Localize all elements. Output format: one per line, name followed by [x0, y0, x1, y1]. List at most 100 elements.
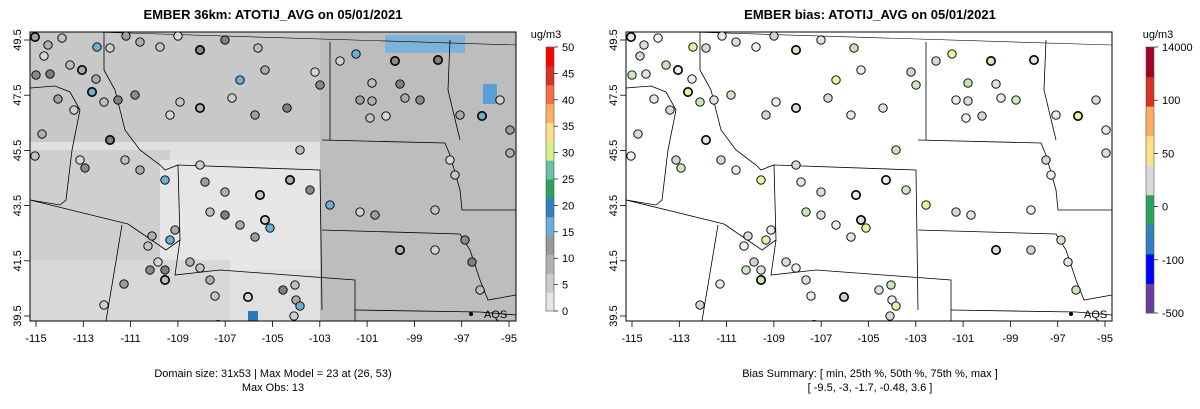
y-tick-label: 39.5: [12, 305, 24, 326]
x-tick-label: -109: [763, 333, 785, 345]
site-marker: [761, 235, 771, 245]
site-marker: [739, 241, 749, 251]
site-marker: [682, 87, 693, 98]
site-marker: [951, 95, 961, 105]
site-marker: [626, 32, 636, 42]
colorbar-label: 20: [562, 200, 574, 212]
right-site-markers: [626, 32, 1111, 321]
site-marker: [688, 42, 698, 52]
site-marker: [801, 207, 811, 217]
site-marker: [45, 69, 55, 79]
colorbar-swatch: [1146, 165, 1154, 196]
colorbar-swatch: [546, 235, 554, 255]
site-marker: [672, 65, 683, 76]
site-marker: [370, 210, 380, 220]
site-marker: [671, 155, 681, 165]
site-marker: [641, 69, 651, 79]
site-marker: [1073, 111, 1084, 122]
site-marker: [1029, 54, 1040, 65]
site-marker: [289, 311, 299, 321]
colorbar-swatch: [546, 254, 554, 274]
site-marker: [432, 54, 443, 65]
right-footer-line1: Bias Summary: [ min, 25th %, 50th %, 75t…: [742, 368, 998, 380]
y-tick-label: 45.5: [608, 140, 620, 161]
site-marker: [709, 95, 719, 105]
site-marker: [966, 210, 976, 220]
x-tick-label: -99: [1002, 333, 1018, 345]
field-hotspot: [248, 311, 258, 321]
colorbar-swatch: [546, 216, 554, 237]
colorbar-swatch: [546, 179, 554, 199]
site-marker: [335, 56, 345, 66]
site-marker: [215, 320, 221, 321]
site-marker: [861, 223, 871, 233]
site-marker: [160, 175, 170, 185]
colorbar-label: 0: [562, 306, 568, 318]
site-marker: [310, 67, 320, 77]
colorbar-swatch: [546, 160, 554, 180]
site-marker: [731, 37, 741, 47]
site-marker: [626, 151, 636, 161]
site-marker: [1063, 257, 1073, 267]
site-marker: [891, 145, 901, 155]
site-marker: [450, 170, 460, 180]
site-marker: [790, 103, 801, 114]
site-marker: [205, 275, 215, 285]
site-marker: [756, 175, 766, 185]
colorbar-swatch: [1146, 283, 1154, 314]
site-marker: [951, 207, 961, 217]
site-marker: [153, 257, 163, 267]
x-tick-label: -113: [73, 333, 94, 345]
site-marker: [816, 35, 826, 45]
aqs-site-dot: [1069, 312, 1073, 316]
site-marker: [816, 210, 826, 220]
right-map-background: [626, 32, 1112, 321]
site-marker: [367, 96, 377, 106]
boundary-line: [30, 85, 81, 206]
left-site-markers: [30, 32, 515, 321]
right-map-title: EMBER bias: ATOTIJ_AVG on 05/01/2021: [744, 7, 996, 22]
x-tick-label: -107: [810, 333, 832, 345]
y-tick-label: 45.5: [12, 140, 24, 161]
site-marker: [295, 301, 305, 311]
colorbar-swatch: [546, 65, 554, 86]
site-marker: [676, 163, 686, 173]
site-marker: [906, 67, 916, 77]
site-marker: [430, 245, 440, 255]
site-marker: [31, 70, 41, 80]
y-tick-label: 49.5: [608, 29, 620, 50]
x-tick-label: -103: [309, 333, 331, 345]
site-marker: [235, 75, 245, 85]
site-marker: [445, 155, 455, 165]
colorbar-label: 10: [562, 253, 574, 265]
site-marker: [143, 241, 153, 251]
site-marker: [255, 190, 266, 201]
site-marker: [65, 60, 75, 70]
site-marker: [771, 97, 781, 107]
site-marker: [761, 110, 771, 120]
site-marker: [265, 223, 275, 233]
colorbar-swatch: [546, 141, 554, 161]
site-marker: [653, 33, 663, 43]
boundary-line: [950, 309, 1112, 316]
y-tick-label: 49.5: [12, 29, 24, 50]
site-marker: [716, 155, 726, 165]
colorbar-label: 100: [1162, 95, 1180, 107]
site-marker: [846, 110, 856, 120]
site-marker: [505, 125, 515, 135]
boundary-line: [354, 309, 516, 316]
site-marker: [250, 110, 260, 120]
site-marker: [105, 43, 115, 53]
site-marker: [1051, 110, 1061, 120]
site-marker: [700, 135, 711, 146]
site-marker: [195, 44, 206, 55]
left-x-axis: -115 -113 -111 -109 -107 -105 -103 -101 -99 -97 -9…: [25, 320, 517, 345]
site-marker: [977, 111, 987, 121]
site-marker: [130, 90, 140, 100]
site-marker: [790, 44, 801, 55]
site-marker: [135, 37, 145, 47]
site-marker: [355, 207, 365, 217]
right-footer-line2: [ -9.5, -3, -1.7, -0.48, 3.6 ]: [808, 382, 933, 394]
site-marker: [855, 215, 866, 226]
boundary-line: [626, 85, 677, 206]
